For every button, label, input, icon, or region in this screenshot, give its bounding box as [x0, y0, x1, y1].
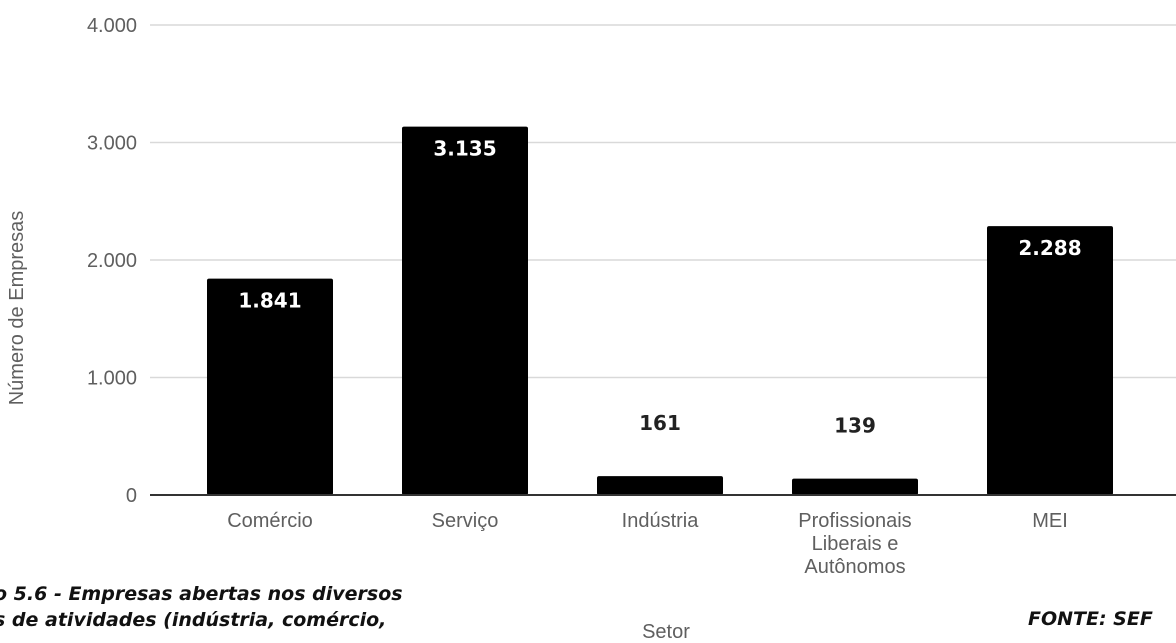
data-label: 1.841 — [238, 289, 301, 313]
y-tick-label: 1.000 — [87, 368, 137, 390]
bars — [207, 126, 1113, 495]
x-category-label: Profissionais Liberais e Autônomos — [798, 510, 911, 578]
caption-line-1: o 5.6 - Empresas abertas nos diversos — [0, 583, 403, 605]
x-category-label: Indústria — [622, 510, 700, 532]
data-label: 2.288 — [1018, 236, 1081, 260]
data-label: 3.135 — [433, 137, 496, 161]
x-category-label: Serviço — [432, 510, 499, 532]
data-label: 139 — [834, 414, 876, 438]
bar — [207, 278, 333, 495]
source-note: FONTE: SEF — [1028, 608, 1153, 630]
y-tick-label: 2.000 — [87, 250, 137, 272]
y-tick-label: 4.000 — [87, 15, 137, 37]
bar — [987, 226, 1113, 495]
bar — [402, 126, 528, 495]
x-axis-title: Setor — [642, 621, 690, 643]
figure-caption: o 5.6 - Empresas abertas nos diversos s … — [0, 581, 403, 633]
y-axis-title: Número de Empresas — [6, 211, 28, 406]
x-axis-categories: Comércio Serviço Indústria Profissionais Lib… — [227, 510, 1068, 578]
data-label: 161 — [639, 411, 681, 435]
bar — [792, 478, 918, 495]
y-tick-label: 3.000 — [87, 133, 137, 155]
x-category-label: MEI — [1032, 510, 1068, 532]
y-tick-label: 0 — [126, 485, 137, 507]
caption-line-2: s de atividades (indústria, comércio, — [0, 609, 387, 631]
bar — [597, 476, 723, 495]
x-category-label: Comércio — [227, 510, 313, 532]
y-axis-ticks: 0 1.000 2.000 3.000 4.000 — [87, 15, 137, 507]
data-labels: 1.841 3.135 161 139 2.288 — [238, 137, 1081, 438]
